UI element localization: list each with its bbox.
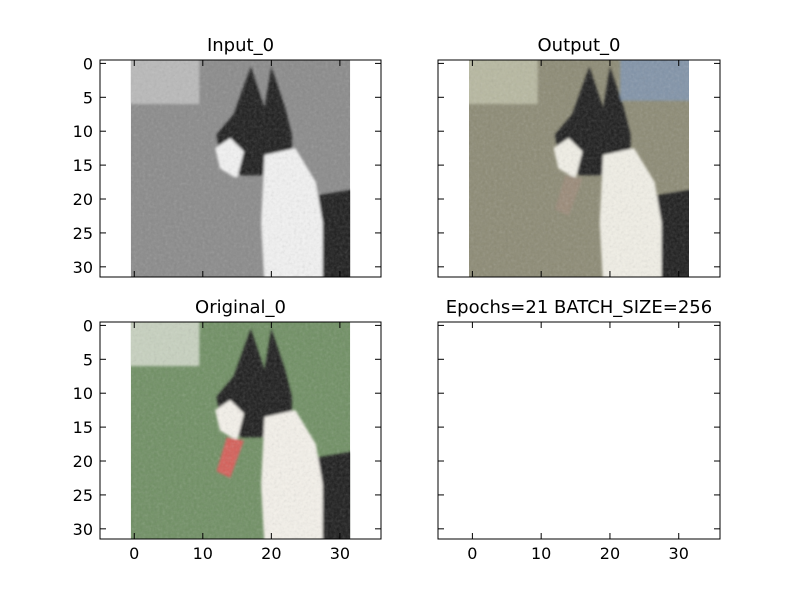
subplot-title: Input_0 [207, 35, 274, 56]
subplot-1: 0 5 10 15 20 25 30 Input_0 [73, 35, 382, 278]
x-tick-label: 20 [600, 544, 620, 563]
subplot-title: Epochs=21 BATCH_SIZE=256 [446, 297, 712, 318]
x-tick-label: 30 [669, 544, 689, 563]
y-tick-label: 0 [83, 316, 93, 335]
y-tick-label: 15 [73, 418, 93, 437]
subplot-2: Output_0 [437, 35, 721, 278]
x-tick-label: 20 [261, 544, 281, 563]
x-tick-label: 10 [531, 544, 551, 563]
y-tick-label: 15 [73, 156, 93, 175]
y-tick-label: 10 [73, 122, 93, 141]
x-tick-label: 0 [129, 544, 139, 563]
y-tick-label: 20 [73, 452, 93, 471]
y-tick-label: 25 [73, 224, 93, 243]
axes-frame [99, 321, 382, 540]
subplot-title: Original_0 [195, 297, 286, 318]
subplot-title: Output_0 [538, 35, 621, 56]
image-noise [130, 322, 351, 539]
axes-background [438, 322, 720, 539]
x-tick-label: 30 [330, 544, 350, 563]
y-tick-label: 5 [83, 88, 93, 107]
axes-frame [437, 59, 721, 278]
y-tick-label: 5 [83, 350, 93, 369]
y-tick-label: 10 [73, 384, 93, 403]
image [130, 60, 351, 277]
x-tick-label: 10 [193, 544, 213, 563]
subplot-3: 0 10 20 30 0 5 10 15 20 25 30 Original_0 [73, 297, 382, 563]
image-noise [468, 60, 690, 277]
subplot-4: 0 10 20 30 Epochs=21 BATCH_SIZE=256 [437, 297, 721, 563]
x-tick-label: 0 [467, 544, 477, 563]
y-tick-label: 30 [73, 520, 93, 539]
y-tick-label: 25 [73, 486, 93, 505]
axes-frame [99, 59, 382, 278]
y-tick-label: 30 [73, 258, 93, 277]
y-tick-label: 20 [73, 190, 93, 209]
image-noise [130, 60, 351, 277]
image [468, 60, 690, 277]
y-tick-label: 0 [83, 54, 93, 73]
image [130, 322, 351, 539]
axes-frame [437, 321, 721, 540]
